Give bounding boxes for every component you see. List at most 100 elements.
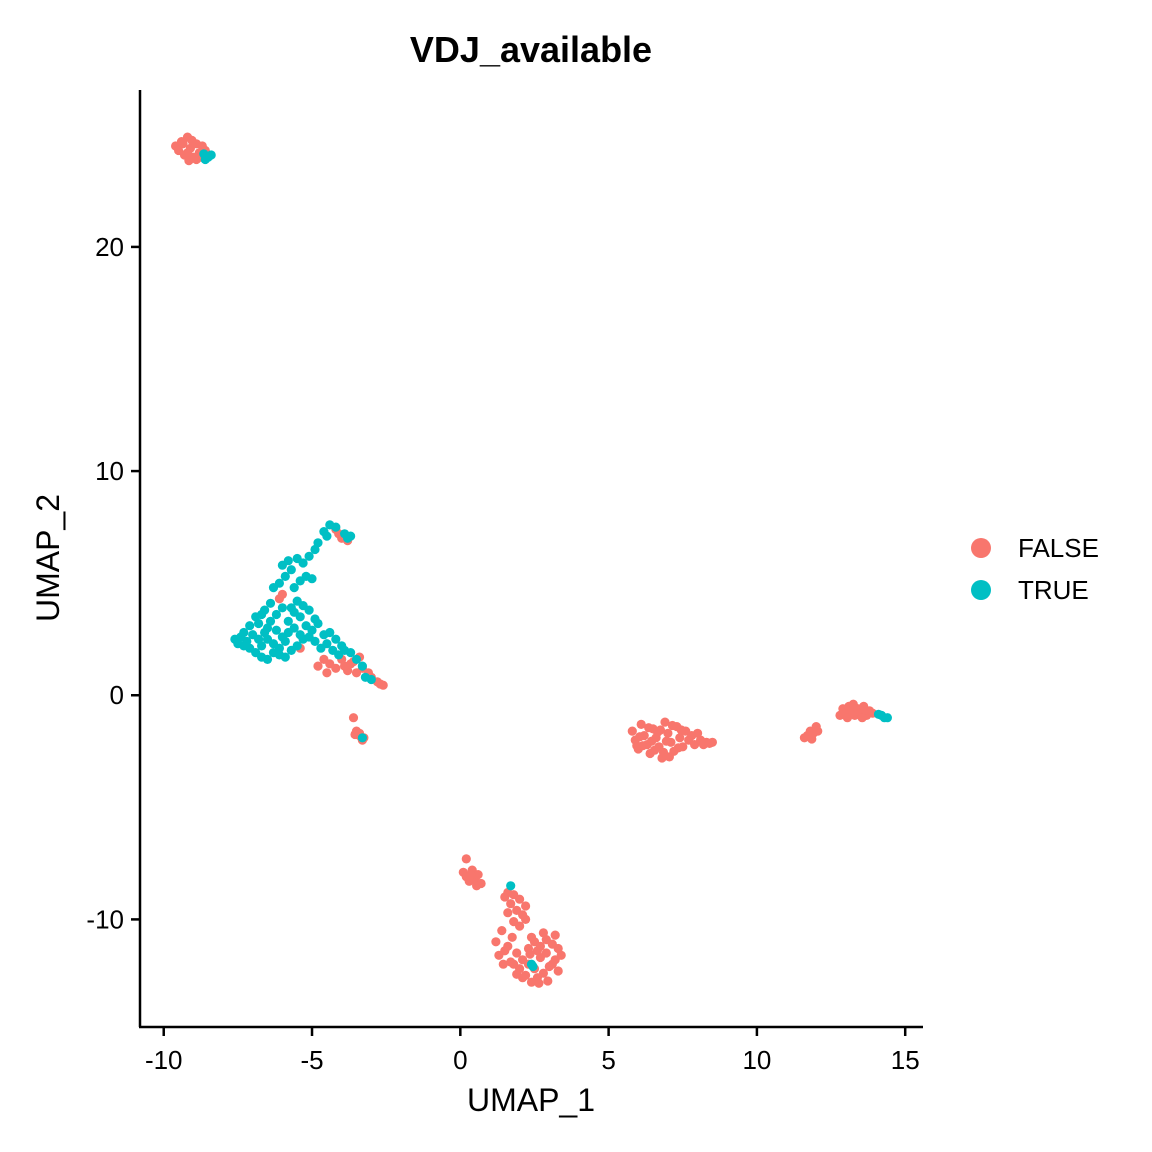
- point-true-87: [286, 603, 296, 613]
- point-false-167: [538, 928, 549, 938]
- point-true-75: [245, 621, 255, 631]
- chart-title: VDJ_available: [410, 29, 652, 70]
- point-true-25: [307, 574, 317, 584]
- point-true-76: [257, 641, 267, 651]
- point-false-49: [350, 729, 360, 740]
- point-true-34: [239, 627, 249, 638]
- point-false-79: [644, 723, 654, 733]
- point-false-89: [676, 725, 686, 735]
- point-true-88: [262, 623, 273, 633]
- point-false-77: [707, 737, 718, 747]
- point-false-50: [627, 726, 637, 736]
- point-true-84: [280, 652, 290, 662]
- point-false-23: [274, 594, 284, 604]
- points-layer: [171, 132, 893, 988]
- point-false-173: [507, 932, 517, 942]
- point-true-14: [289, 583, 299, 593]
- point-false-157: [509, 959, 519, 969]
- point-false-123: [466, 870, 476, 880]
- point-false-84: [673, 743, 683, 753]
- point-true-86: [292, 596, 302, 606]
- point-false-15: [187, 135, 197, 145]
- point-false-113: [857, 713, 867, 723]
- point-false-112: [848, 699, 858, 709]
- point-true-24: [343, 533, 353, 543]
- point-true-59: [283, 616, 293, 626]
- point-true-10: [304, 551, 314, 561]
- point-false-168: [503, 941, 513, 951]
- point-true-95: [882, 713, 893, 723]
- point-false-170: [543, 976, 553, 986]
- point-true-56: [366, 674, 376, 685]
- x-axis-title: UMAP_1: [467, 1082, 595, 1118]
- point-false-88: [664, 752, 675, 762]
- point-true-29: [248, 630, 258, 640]
- point-true-16: [286, 565, 296, 575]
- point-false-124: [472, 881, 482, 891]
- point-true-69: [271, 625, 281, 635]
- point-false-90: [632, 741, 642, 751]
- x-tick-label: 10: [742, 1045, 771, 1075]
- point-false-53: [636, 719, 646, 730]
- point-false-133: [503, 908, 513, 918]
- point-true-96: [873, 709, 884, 719]
- point-true-46: [310, 636, 320, 647]
- point-false-14: [178, 139, 188, 149]
- point-false-174: [525, 949, 535, 959]
- point-false-137: [497, 926, 507, 936]
- point-true-63: [307, 625, 317, 635]
- point-true-79: [310, 614, 320, 624]
- point-false-165: [532, 946, 543, 956]
- point-false-142: [512, 948, 522, 958]
- point-true-13: [295, 576, 305, 586]
- x-tick-label: 15: [891, 1045, 920, 1075]
- x-tick-label: 5: [601, 1045, 615, 1075]
- point-true-90: [239, 641, 249, 651]
- x-axis-ticks: -10 -5 0 5 10 15: [145, 1027, 920, 1075]
- legend-marker-false: [971, 538, 991, 558]
- point-false-83: [667, 720, 678, 731]
- point-true-21: [292, 553, 302, 564]
- point-true-3: [199, 149, 209, 159]
- point-false-176: [512, 969, 522, 979]
- point-false-138: [491, 937, 501, 947]
- point-false-97: [807, 734, 817, 744]
- point-false-121: [473, 870, 483, 880]
- point-false-61: [660, 717, 670, 727]
- point-false-114: [860, 705, 870, 715]
- point-false-135: [515, 921, 525, 931]
- point-false-39: [378, 680, 388, 690]
- point-false-130: [515, 894, 525, 904]
- point-true-73: [295, 630, 305, 640]
- point-false-86: [647, 736, 657, 746]
- point-false-27: [331, 663, 341, 673]
- point-true-38: [262, 654, 273, 665]
- legend-marker-true: [971, 580, 991, 600]
- y-axis-title: UMAP_2: [30, 494, 66, 622]
- point-false-154: [526, 977, 537, 987]
- point-true-48: [322, 639, 332, 649]
- point-false-17: [184, 156, 194, 166]
- point-true-91: [337, 641, 347, 651]
- point-false-132: [521, 901, 531, 911]
- point-false-78: [635, 732, 645, 742]
- point-true-6: [331, 522, 341, 532]
- legend-label-true: TRUE: [1018, 575, 1089, 605]
- x-tick-label: -5: [300, 1045, 323, 1075]
- point-false-43: [348, 713, 359, 723]
- y-tick-label: -10: [86, 904, 124, 934]
- point-false-169: [556, 950, 566, 960]
- point-true-89: [257, 609, 267, 620]
- point-false-80: [650, 745, 660, 755]
- point-false-127: [506, 899, 516, 909]
- point-true-9: [310, 544, 320, 555]
- point-false-160: [541, 948, 551, 958]
- point-true-58: [277, 603, 287, 613]
- point-true-54: [357, 661, 367, 671]
- point-true-7: [322, 531, 332, 541]
- point-true-43: [292, 641, 302, 651]
- y-axis-ticks: -10 0 10 20: [86, 232, 140, 934]
- point-false-82: [661, 736, 672, 746]
- y-tick-label: 10: [95, 456, 124, 486]
